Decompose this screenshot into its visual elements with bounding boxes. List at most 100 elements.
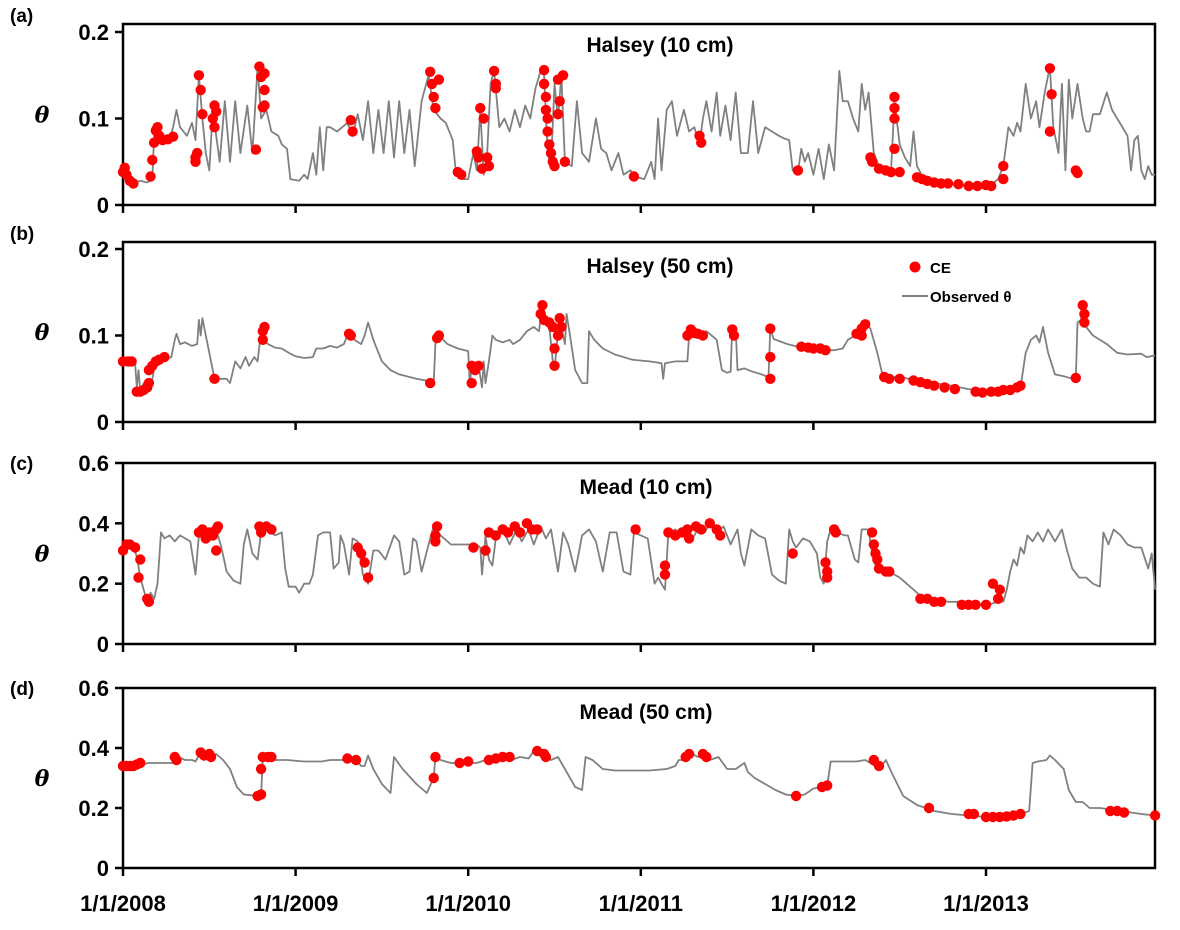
panel-a-ce-point <box>889 113 900 124</box>
panel-c-ce-point <box>129 542 141 553</box>
panel-b-ce-point <box>1077 300 1088 311</box>
panel-a-ce-point <box>998 160 1009 172</box>
panel-a-ce-point <box>554 96 565 107</box>
panel-a-letter: (a) <box>10 6 33 27</box>
panel-a-ce-point <box>545 147 557 159</box>
panel-d-ce-point <box>923 802 935 814</box>
panel-b-ce-point <box>425 377 436 389</box>
panel-a-ce-point <box>250 144 262 155</box>
panel-a-ce-point <box>483 160 495 172</box>
panel-a-ce-point <box>866 156 878 167</box>
panel-a-ce-point <box>197 109 208 120</box>
panel-a-ce-point <box>190 152 201 163</box>
panel-b-ce-point <box>929 380 940 391</box>
panel-c-ce-point <box>682 524 693 535</box>
panel-d-ce-point <box>350 754 362 766</box>
panel-d-letter: (d) <box>10 679 34 700</box>
panel-c-ce-point <box>532 524 543 535</box>
panel-b-ce-point <box>549 343 560 354</box>
panel-d-ce-point <box>504 751 515 763</box>
panel-c-ce-point <box>683 533 695 544</box>
panel-a-ce-point <box>478 113 489 124</box>
panel-b-ce-point <box>554 313 565 324</box>
panel-b-ytick-label: 0.1 <box>78 324 109 349</box>
panel-a-ce-point <box>542 113 553 124</box>
panel-c-ce-point <box>822 572 833 583</box>
panel-b-ce-point <box>209 373 220 384</box>
panel-a-ce-point <box>889 143 900 154</box>
panel-c-ce-point <box>143 596 155 607</box>
panel-d-ce-point <box>790 790 802 802</box>
panel-b-ce-point <box>820 345 831 356</box>
panel-b-ce-point <box>894 373 905 384</box>
panel-a-ce-point <box>259 68 270 79</box>
panel-a-ce-point <box>167 131 179 142</box>
panel-a-ce-point <box>193 70 205 81</box>
panel-a-ce-point <box>145 171 156 182</box>
panel-a-ce-point <box>425 66 436 78</box>
panel-b-ce-point <box>765 351 776 363</box>
panel-c-ce-point <box>362 572 374 583</box>
panel-c-ytick-label: 0.4 <box>78 511 109 536</box>
panel-b-ce-point <box>949 383 961 395</box>
panel-a-ce-point <box>433 74 445 85</box>
panel-a-ce-point <box>345 115 356 126</box>
panel-a-ce-point <box>963 180 974 192</box>
panel-b-ce-point <box>556 321 567 333</box>
panel-b-ce-point <box>552 330 564 341</box>
panel-d-ytick-label: 0.4 <box>78 736 109 761</box>
panel-d-ce-point <box>342 753 353 764</box>
panel-d-ce-point <box>968 808 980 820</box>
panel-c-ce-point <box>715 530 726 541</box>
panel-d-ce-point <box>266 751 277 763</box>
panel-c-ce-point <box>980 599 992 610</box>
panel-b-ce-point <box>765 373 776 384</box>
panel-c-letter: (c) <box>10 454 33 475</box>
panel-d-ce-point <box>463 756 474 767</box>
panel-a-ce-point <box>482 152 493 163</box>
panel-c-ce-point <box>356 548 367 559</box>
legend-ce-label: CE <box>930 260 951 277</box>
panel-c-ce-point <box>992 593 1004 604</box>
panel-b-title: Halsey (50 cm) <box>586 255 733 278</box>
panel-a-ce-point <box>1044 63 1056 74</box>
panel-c-ce-point <box>468 542 479 553</box>
panel-a-observed-line <box>122 65 1156 187</box>
panel-a-ce-point <box>538 64 550 76</box>
panel-d-ce-point <box>428 772 439 784</box>
panel-c-ce-point <box>135 554 146 565</box>
panel-c-ce-point <box>630 524 641 535</box>
panel-c-ce-point <box>480 545 491 556</box>
panel-a-ytick-label: 0.2 <box>78 20 109 45</box>
panel-a-ce-point <box>209 122 220 133</box>
panel-a-ce-point <box>456 169 467 180</box>
panel-a-ce-point <box>792 165 804 176</box>
panel-b-ce-point <box>939 382 950 393</box>
panel-a-ce-point <box>544 139 555 150</box>
panel-c-ce-point <box>935 596 947 607</box>
panel-d-observed-line <box>123 750 1156 818</box>
panel-c-ce-point <box>696 524 707 535</box>
panel-a-ce-point <box>259 100 270 111</box>
panel-a-ce-point <box>696 137 707 148</box>
panel-c-ce-point <box>514 527 526 538</box>
panel-c-ytick-label: 0.6 <box>78 451 109 476</box>
panel-d-ce-point <box>454 757 465 769</box>
panel-c-ce-point <box>866 527 878 538</box>
panel-a-ce-point <box>542 126 553 137</box>
x-tick-label: 1/1/2010 <box>425 891 511 916</box>
panel-a-frame <box>121 22 1157 207</box>
panel-c-ce-point <box>490 530 501 541</box>
legend-ce-marker <box>909 261 921 273</box>
panel-d-ce-point <box>822 780 833 791</box>
panel-d-ytick-label: 0.6 <box>78 676 109 701</box>
x-tick-label: 1/1/2009 <box>253 891 339 916</box>
panel-c-ce-point <box>212 521 224 532</box>
panel-c-ce-point <box>994 584 1005 595</box>
panel-b-ce-point <box>143 377 155 389</box>
panel-b-observed-line <box>123 304 1156 393</box>
panel-a-ce-point <box>549 160 560 172</box>
panel-b-ce-point <box>1079 317 1090 328</box>
panel-d-ytick-label: 0 <box>97 856 109 881</box>
